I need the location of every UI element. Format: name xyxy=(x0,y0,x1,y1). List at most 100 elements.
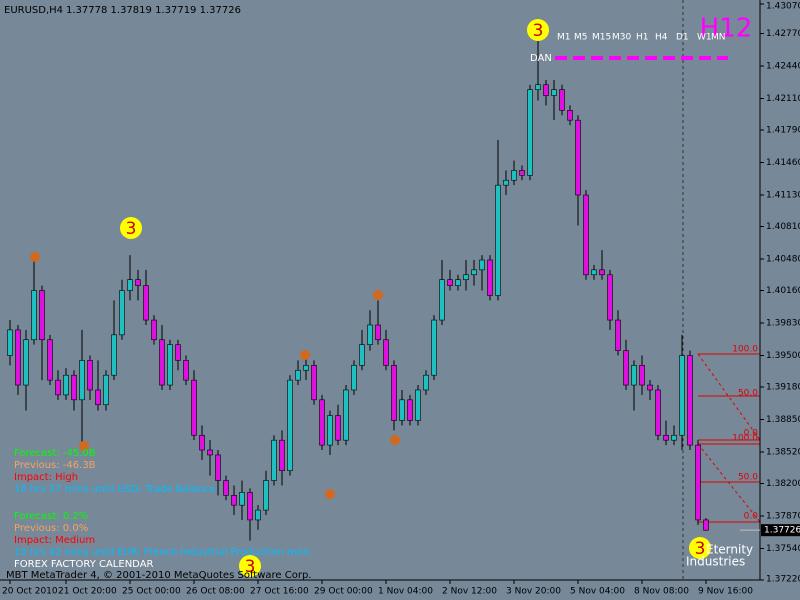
candle-body xyxy=(543,84,549,96)
logo: Industries xyxy=(686,555,745,569)
ohlc-header: 1.37778 1.37819 1.37719 1.37726 xyxy=(66,5,241,16)
news-forecast: Forecast: 0.2% xyxy=(14,511,88,522)
candle-body xyxy=(679,355,685,436)
candle-body xyxy=(231,495,237,506)
candle-body xyxy=(295,369,301,381)
candle-body xyxy=(103,374,109,406)
y-tick-label: 1.41790 xyxy=(766,126,800,136)
candle-body xyxy=(567,110,573,121)
price-tag: 1.37726 xyxy=(764,526,800,536)
candle-body xyxy=(255,509,261,521)
y-tick-label: 1.40810 xyxy=(766,222,800,232)
candle-body xyxy=(271,439,277,481)
y-tick-label: 1.38850 xyxy=(766,415,800,425)
candle-body xyxy=(359,344,365,366)
logo: Eternity xyxy=(706,543,753,557)
news-previous: Previous: 0.0% xyxy=(14,523,88,534)
candle-body xyxy=(391,365,397,421)
copyright: MBT MetaTrader 4, © 2001-2010 MetaQuotes… xyxy=(6,570,311,581)
y-tick-label: 1.40480 xyxy=(766,255,800,265)
candle-body xyxy=(31,290,37,341)
candle-body xyxy=(335,415,341,441)
fractals xyxy=(30,252,400,499)
wave-labels: 3 3 3 3 xyxy=(126,21,706,577)
x-tick-label: 25 Oct 00:00 xyxy=(122,587,181,597)
timeframe-button: W1 xyxy=(697,33,712,43)
candle-body xyxy=(287,379,293,472)
candle-body xyxy=(495,184,501,296)
y-tick-label: 1.43070 xyxy=(766,2,800,12)
candle-body xyxy=(639,365,645,386)
candle-body xyxy=(583,194,589,276)
candles xyxy=(7,40,709,541)
y-tick-label: 1.37220 xyxy=(766,575,800,585)
fib-labels: 100.0 50.0 0.0 100.0 50.0 0.0 xyxy=(732,345,758,522)
price-tag-box xyxy=(761,524,800,537)
x-tick-label: 27 Oct 16:00 xyxy=(250,587,309,597)
candle-body xyxy=(519,170,525,176)
candle-body xyxy=(143,285,149,321)
candle-body xyxy=(23,339,29,386)
candle-body xyxy=(431,319,437,376)
fib-label: 0.0 xyxy=(744,429,759,439)
y-tick-label: 1.41130 xyxy=(766,191,800,201)
x-tick-label: 26 Oct 08:00 xyxy=(186,587,245,597)
candle-body xyxy=(311,365,317,401)
timeframe-button: M30 xyxy=(612,33,631,43)
candle-body xyxy=(663,434,669,441)
candle-body xyxy=(527,89,533,176)
y-tick-label: 1.38520 xyxy=(766,448,800,458)
x-tick-label: 29 Oct 00:00 xyxy=(314,587,373,597)
candle-body xyxy=(671,434,677,441)
x-tick-label: 3 Nov 20:00 xyxy=(506,587,561,597)
candle-body xyxy=(327,415,333,446)
candle-body xyxy=(487,259,493,296)
x-tick-label: 20 Oct 2010 xyxy=(2,587,58,597)
news-forecast: Forecast: -45.0B xyxy=(14,448,96,459)
y-tick-label: 1.38200 xyxy=(766,479,800,489)
candle-body xyxy=(151,319,157,341)
candle-body xyxy=(303,365,309,371)
candle-body xyxy=(87,360,93,391)
timeframe-button: M15 xyxy=(592,33,611,43)
candle-body xyxy=(239,492,245,506)
wave-label: 3 xyxy=(245,557,256,577)
candle-body xyxy=(119,290,125,336)
candle-body xyxy=(279,439,285,472)
news-impact: Impact: High xyxy=(14,472,78,483)
wave-label: 3 xyxy=(533,21,544,41)
candle-body xyxy=(575,119,581,196)
candle-body xyxy=(263,480,269,511)
candle-body xyxy=(71,374,77,401)
candle-body xyxy=(631,365,637,386)
x-tick-label: 2 Nov 12:00 xyxy=(442,587,497,597)
news-previous: Previous: -46.3B xyxy=(14,460,96,471)
candle-body xyxy=(599,269,605,276)
wave-label: 3 xyxy=(695,539,706,559)
candle-body xyxy=(47,339,53,381)
candle-body xyxy=(559,89,565,111)
current-timeframe: H12 xyxy=(700,14,753,44)
timeframe-button: H1 xyxy=(636,33,649,43)
fib-label: 100.0 xyxy=(732,434,758,444)
candle-body xyxy=(591,269,597,276)
candle-body xyxy=(159,339,165,386)
candle-body xyxy=(703,519,709,531)
y-tick-label: 1.42770 xyxy=(766,29,800,39)
fib-label: 50.0 xyxy=(738,473,758,483)
candle-body xyxy=(215,454,221,481)
candle-body xyxy=(511,170,517,181)
timeframe-buttons: M1 M5 M15 M30 H1 H4 D1 W1 MN xyxy=(557,33,726,43)
candle-body xyxy=(447,279,453,286)
candle-body xyxy=(479,259,485,271)
x-tick-label: 9 Nov 16:00 xyxy=(698,587,753,597)
x-tick-label: 21 Oct 20:00 xyxy=(58,587,117,597)
candle-body xyxy=(655,389,661,436)
y-tick-label: 1.40160 xyxy=(766,286,800,296)
news-event: 10 hrs 42 mins until EUR: French Industr… xyxy=(14,547,310,558)
timeframe-button: D1 xyxy=(676,33,689,43)
candle-body xyxy=(615,319,621,351)
candle-body xyxy=(375,324,381,341)
fib-label: 50.0 xyxy=(738,389,758,399)
candle-body xyxy=(695,444,701,521)
